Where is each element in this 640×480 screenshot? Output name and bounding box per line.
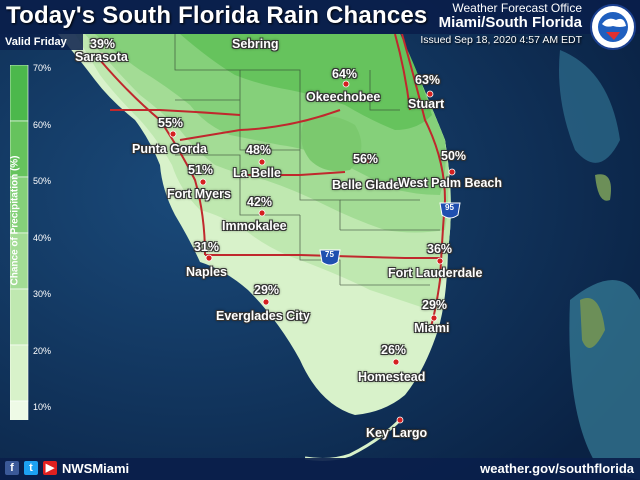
rain-chance-belle-glade: 56% xyxy=(353,152,379,166)
rain-chance-la-belle: 48% xyxy=(246,143,272,157)
rain-chance-west-palm-beach: 50% xyxy=(441,149,467,163)
city-dot-homestead xyxy=(392,358,400,366)
city-dot-fort-lauderdale xyxy=(436,257,444,265)
legend-tick-label: 70% xyxy=(33,63,52,73)
city-dot-fort-myers xyxy=(199,178,207,186)
city-label-everglades-city: Everglades City xyxy=(216,309,310,323)
facebook-icon[interactable]: f xyxy=(5,461,19,475)
city-dot-everglades-city xyxy=(262,298,270,306)
lake-okeechobee-zone xyxy=(301,116,362,172)
county-lines xyxy=(174,34,440,286)
rain-chance-naples: 31% xyxy=(194,240,220,254)
twitter-icon[interactable]: t xyxy=(24,461,38,475)
legend-tick-label: 30% xyxy=(33,289,52,299)
rain-chance-homestead: 26% xyxy=(381,343,407,357)
i95-label: 95 xyxy=(445,203,454,212)
rain-chance-stuart: 63% xyxy=(415,73,441,87)
i75-shield xyxy=(319,249,341,266)
city-label-stuart: Stuart xyxy=(408,97,445,111)
highways xyxy=(99,33,447,331)
footer-bar: f t ▶ NWSMiami weather.gov/southflorida xyxy=(0,458,640,480)
city-label-sarasota: Sarasota xyxy=(75,50,128,64)
grand-bahama xyxy=(595,174,611,201)
city-label-punta-gorda: Punta Gorda xyxy=(132,142,208,156)
city-dot-west-palm-beach xyxy=(448,168,456,176)
legend-swatch xyxy=(10,400,29,420)
legend-tick-label: 60% xyxy=(33,120,52,130)
city-label-west-palm-beach: West Palm Beach xyxy=(398,176,502,190)
city-dot-punta-gorda xyxy=(169,130,177,138)
city-dots xyxy=(98,52,456,424)
city-label-key-largo: Key Largo xyxy=(366,426,428,440)
city-dot-okeechobee xyxy=(342,80,350,88)
andros xyxy=(580,298,605,348)
precip-legend-bar xyxy=(10,65,29,420)
city-label-immokalee: Immokalee xyxy=(222,219,287,233)
city-dot-naples xyxy=(205,254,213,262)
city-label-belle-glade: Belle Glade xyxy=(332,178,401,192)
rain-chance-everglades-city: 29% xyxy=(254,283,280,297)
legend-tick-label: 50% xyxy=(33,176,52,186)
website-link[interactable]: weather.gov/southflorida xyxy=(480,461,634,476)
city-dot-key-largo xyxy=(396,416,404,424)
city-dot-miami xyxy=(430,314,438,322)
legend-swatch xyxy=(10,344,29,402)
city-label-la-belle: La Belle xyxy=(233,166,281,180)
legend-title: Chance of Precipitation (%) xyxy=(9,155,21,286)
legend-tick-label: 20% xyxy=(33,346,52,356)
city-dot-sarasota xyxy=(98,52,106,60)
legend-tick-label: 40% xyxy=(33,233,52,243)
city-label-naples: Naples xyxy=(186,265,227,279)
rain-chance-punta-gorda: 55% xyxy=(158,116,184,130)
legend-tick-label: 10% xyxy=(33,402,52,412)
youtube-icon[interactable]: ▶ xyxy=(43,461,57,475)
bahamas-shallows xyxy=(559,50,620,163)
city-dot-immokalee xyxy=(258,209,266,217)
city-label-fort-myers: Fort Myers xyxy=(167,187,231,201)
city-label-miami: Miami xyxy=(414,321,450,335)
city-dot-belle-glade xyxy=(364,156,372,164)
social-handle[interactable]: NWSMiami xyxy=(62,461,130,476)
valid-day-label: Valid Friday xyxy=(0,34,83,50)
rain-chance-okeechobee: 64% xyxy=(332,67,358,81)
rain-chance-sarasota: 39% xyxy=(90,37,116,51)
i95-shield xyxy=(439,202,461,219)
rain-chance-immokalee: 42% xyxy=(247,195,273,209)
legend-swatch xyxy=(10,65,29,122)
city-label-fort-lauderdale: Fort Lauderdale xyxy=(388,266,483,280)
city-dot-la-belle xyxy=(258,158,266,166)
page-title: Today's South Florida Rain Chances xyxy=(6,2,428,29)
city-label-okeechobee: Okeechobee xyxy=(306,90,381,104)
rain-chance-fort-lauderdale: 36% xyxy=(427,242,453,256)
rain-chance-miami: 29% xyxy=(422,298,448,312)
header-bar xyxy=(0,0,640,34)
region-label: Miami/South Florida xyxy=(438,14,582,31)
legend-swatch xyxy=(10,288,29,346)
issued-timestamp: Issued Sep 18, 2020 4:57 AM EDT xyxy=(420,34,582,46)
rain-chance-fort-myers: 51% xyxy=(188,163,214,177)
city-dot-stuart xyxy=(426,90,434,98)
nws-logo-icon xyxy=(590,4,636,50)
city-label-homestead: Homestead xyxy=(358,370,426,384)
office-label: Weather Forecast Office xyxy=(452,1,582,15)
zone-60 xyxy=(180,34,432,130)
city-label-sebring: Sebring xyxy=(232,37,279,51)
i75-label: 75 xyxy=(325,250,334,259)
